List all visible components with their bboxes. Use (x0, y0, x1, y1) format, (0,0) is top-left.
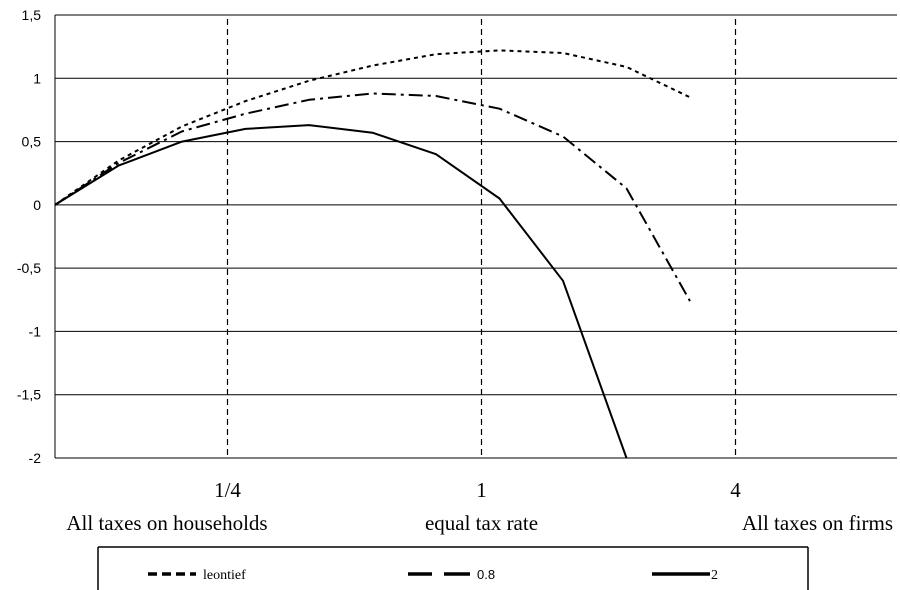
y-axis-tick-labels: 1,5 1 0,5 0 -0,5 -1 -1,5 -2 (17, 7, 41, 466)
x-tick-description: All taxes on firms (742, 511, 893, 535)
legend-label-08: 0.8 (477, 567, 495, 582)
series-line-leontief (54, 49, 691, 206)
x-axis-labels: 1/4 All taxes on households 1 equal tax rat… (66, 478, 893, 535)
y-tick-label: 1,5 (22, 7, 42, 23)
legend-label-2: 2 (711, 568, 718, 583)
series-line-2 (54, 124, 628, 459)
reference-lines (226, 19, 737, 458)
grid-lines (54, 14, 897, 459)
y-tick-label: -0,5 (17, 260, 41, 276)
y-tick-label: -1 (29, 323, 42, 339)
y-tick-label: -1,5 (17, 387, 41, 403)
x-tick-value: 1 (476, 478, 487, 502)
legend-label-leontief: leontief (203, 568, 246, 583)
x-tick-description: All taxes on households (66, 511, 267, 535)
y-tick-label: 1 (33, 70, 41, 86)
series-line-08 (54, 92, 691, 302)
x-tick-value: 1/4 (214, 478, 241, 502)
legend: leontief 0.8 2 (97, 546, 809, 590)
x-tick-value: 4 (730, 478, 741, 502)
x-tick-description: equal tax rate (425, 511, 538, 535)
y-tick-label: 0,5 (22, 134, 42, 150)
series-lines (54, 49, 691, 459)
y-tick-label: -2 (29, 450, 42, 466)
y-tick-label: 0 (33, 197, 41, 213)
